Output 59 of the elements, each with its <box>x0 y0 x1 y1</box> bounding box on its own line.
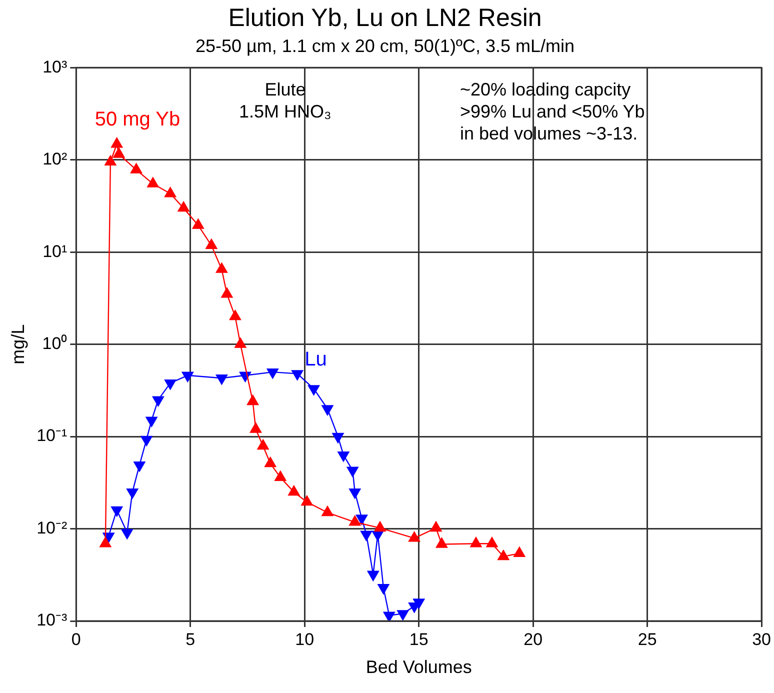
point <box>111 506 123 517</box>
point <box>134 462 146 472</box>
point <box>360 530 372 541</box>
x-axis-title: Bed Volumes <box>366 657 472 678</box>
x-tick-label: 5 <box>186 630 196 649</box>
point <box>182 372 194 382</box>
point <box>147 177 159 188</box>
point <box>216 374 228 385</box>
point <box>397 610 409 620</box>
x-tick-label: 0 <box>71 630 81 649</box>
point <box>346 466 358 477</box>
series-label: Lu <box>304 348 327 371</box>
x-tick-label: 20 <box>524 630 543 649</box>
y-tick-label: 10¹ <box>42 242 68 261</box>
point <box>349 488 361 499</box>
chart-title: Elution Yb, Lu on LN2 Resin <box>228 4 542 32</box>
y-tick-label: 10⁻³ <box>36 610 68 630</box>
point <box>130 163 142 174</box>
y-tick-label: 10³ <box>42 57 68 76</box>
chart-subtitle: 25-50 µm, 1.1 cm x 20 cm, 50(1)ºC, 3.5 mL/min <box>195 36 575 56</box>
point <box>121 528 133 540</box>
point <box>322 405 334 416</box>
point <box>266 368 278 379</box>
x-tick-label: 25 <box>638 630 657 649</box>
point <box>229 310 241 320</box>
y-tick-label: 10⁰ <box>42 334 68 353</box>
point <box>338 451 350 462</box>
y-tick-label: 10⁻¹ <box>36 426 68 446</box>
point <box>221 288 233 298</box>
x-tick-label: 15 <box>409 630 428 649</box>
series-label: 50 mg Yb <box>94 108 180 131</box>
point <box>111 138 123 148</box>
point <box>216 262 228 273</box>
point <box>192 218 204 229</box>
point <box>356 514 368 525</box>
x-tick-label: 30 <box>752 630 772 649</box>
point <box>164 187 176 198</box>
y-tick-label: 10⁻² <box>36 518 68 538</box>
point <box>164 379 176 390</box>
point <box>126 488 138 499</box>
point <box>308 385 320 396</box>
point <box>372 530 384 541</box>
point <box>206 238 218 250</box>
point <box>140 436 152 446</box>
point <box>413 598 425 609</box>
point <box>332 432 344 444</box>
point <box>102 532 114 543</box>
point <box>113 148 125 158</box>
point <box>104 155 116 166</box>
y-tick-label: 10² <box>42 150 68 169</box>
x-tick-label: 10 <box>295 630 314 649</box>
point <box>367 570 379 582</box>
y-axis-title: mg/L <box>8 324 28 364</box>
point <box>292 370 304 380</box>
point <box>383 612 395 621</box>
point <box>178 201 190 212</box>
point <box>152 396 164 406</box>
point <box>378 584 390 594</box>
point <box>146 416 158 427</box>
